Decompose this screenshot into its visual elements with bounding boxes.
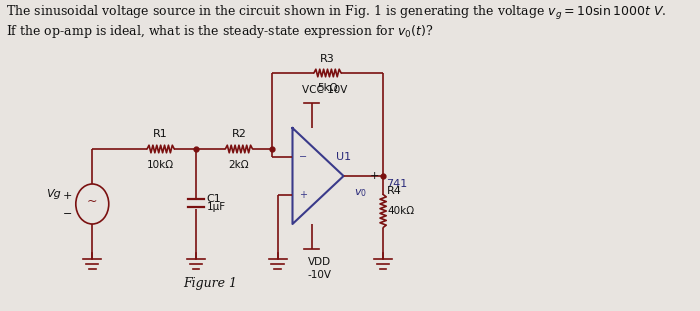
Text: −: − bbox=[63, 209, 72, 219]
Text: 2kΩ: 2kΩ bbox=[229, 160, 249, 170]
Text: VDD: VDD bbox=[308, 257, 331, 267]
Text: +: + bbox=[63, 191, 72, 201]
Text: C1: C1 bbox=[206, 194, 222, 204]
Text: Vg: Vg bbox=[46, 189, 61, 199]
Text: +: + bbox=[299, 190, 307, 200]
Text: $v_0$: $v_0$ bbox=[354, 187, 367, 199]
Text: R2: R2 bbox=[232, 129, 246, 139]
Text: ~: ~ bbox=[87, 194, 97, 207]
Text: The sinusoidal voltage source in the circuit shown in Fig. 1 is generating the v: The sinusoidal voltage source in the cir… bbox=[6, 4, 666, 22]
Text: 1μF: 1μF bbox=[206, 202, 226, 212]
Text: -10V: -10V bbox=[308, 270, 332, 280]
Text: −: − bbox=[299, 152, 307, 162]
Text: R4: R4 bbox=[387, 186, 402, 196]
Text: 10kΩ: 10kΩ bbox=[147, 160, 174, 170]
Text: +: + bbox=[370, 171, 379, 181]
Text: 40kΩ: 40kΩ bbox=[387, 206, 414, 216]
Text: R3: R3 bbox=[320, 54, 335, 64]
Text: 5kΩ: 5kΩ bbox=[317, 83, 338, 93]
Text: Figure 1: Figure 1 bbox=[183, 276, 237, 290]
Text: U1: U1 bbox=[336, 152, 351, 162]
Text: 741: 741 bbox=[386, 179, 407, 189]
Text: If the op-amp is ideal, what is the steady-state expression for $v_0(t)$?: If the op-amp is ideal, what is the stea… bbox=[6, 23, 433, 40]
Text: R1: R1 bbox=[153, 129, 168, 139]
Text: VCC 10V: VCC 10V bbox=[302, 85, 347, 95]
